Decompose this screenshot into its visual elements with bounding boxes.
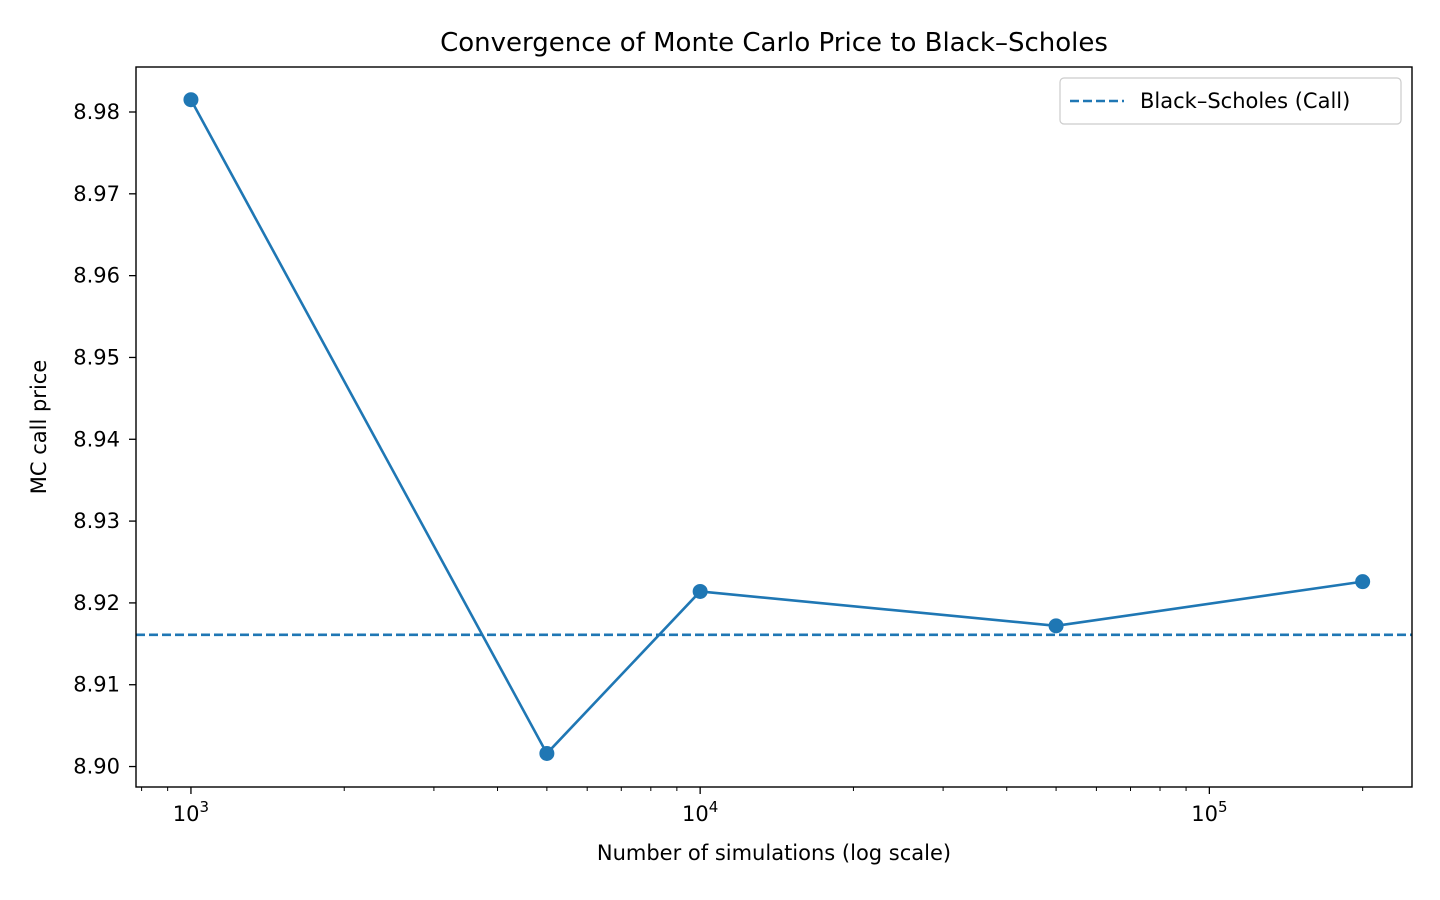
y-tick-label: 8.95 (73, 345, 120, 369)
y-tick-label: 8.92 (73, 591, 120, 615)
data-point (183, 92, 199, 108)
series-line (189, 99, 1363, 755)
y-axis-label: MC call price (27, 360, 51, 494)
data-point (1048, 618, 1064, 634)
x-axis: 103 104 105 (141, 787, 1364, 826)
y-tick-label: 8.91 (73, 673, 120, 697)
x-tick-label: 103 (173, 798, 209, 826)
legend: Black–Scholes (Call) (1059, 77, 1402, 125)
plot-area (136, 92, 1412, 761)
y-tick-label: 8.93 (73, 509, 120, 533)
legend-box (1059, 77, 1402, 125)
y-tick-label: 8.94 (73, 427, 120, 451)
legend-entry-black-scholes: Black–Scholes (Call) (1140, 89, 1350, 113)
data-point (692, 583, 708, 599)
x-tick-label: 104 (682, 798, 718, 826)
data-point (539, 745, 555, 761)
plot-frame (135, 66, 1413, 788)
x-tick-label: 105 (1191, 798, 1227, 826)
y-tick-label: 8.97 (73, 182, 120, 206)
y-tick-label: 8.90 (73, 755, 120, 779)
y-tick-label: 8.96 (73, 264, 120, 288)
y-tick-label: 8.98 (73, 100, 120, 124)
x-axis-label: Number of simulations (log scale) (597, 841, 951, 865)
chart-title: Convergence of Monte Carlo Price to Blac… (440, 28, 1108, 58)
y-axis: 8.90 8.91 8.92 8.93 8.94 8.95 8.96 8.97 8.98 (73, 100, 136, 779)
data-point (1355, 574, 1371, 590)
